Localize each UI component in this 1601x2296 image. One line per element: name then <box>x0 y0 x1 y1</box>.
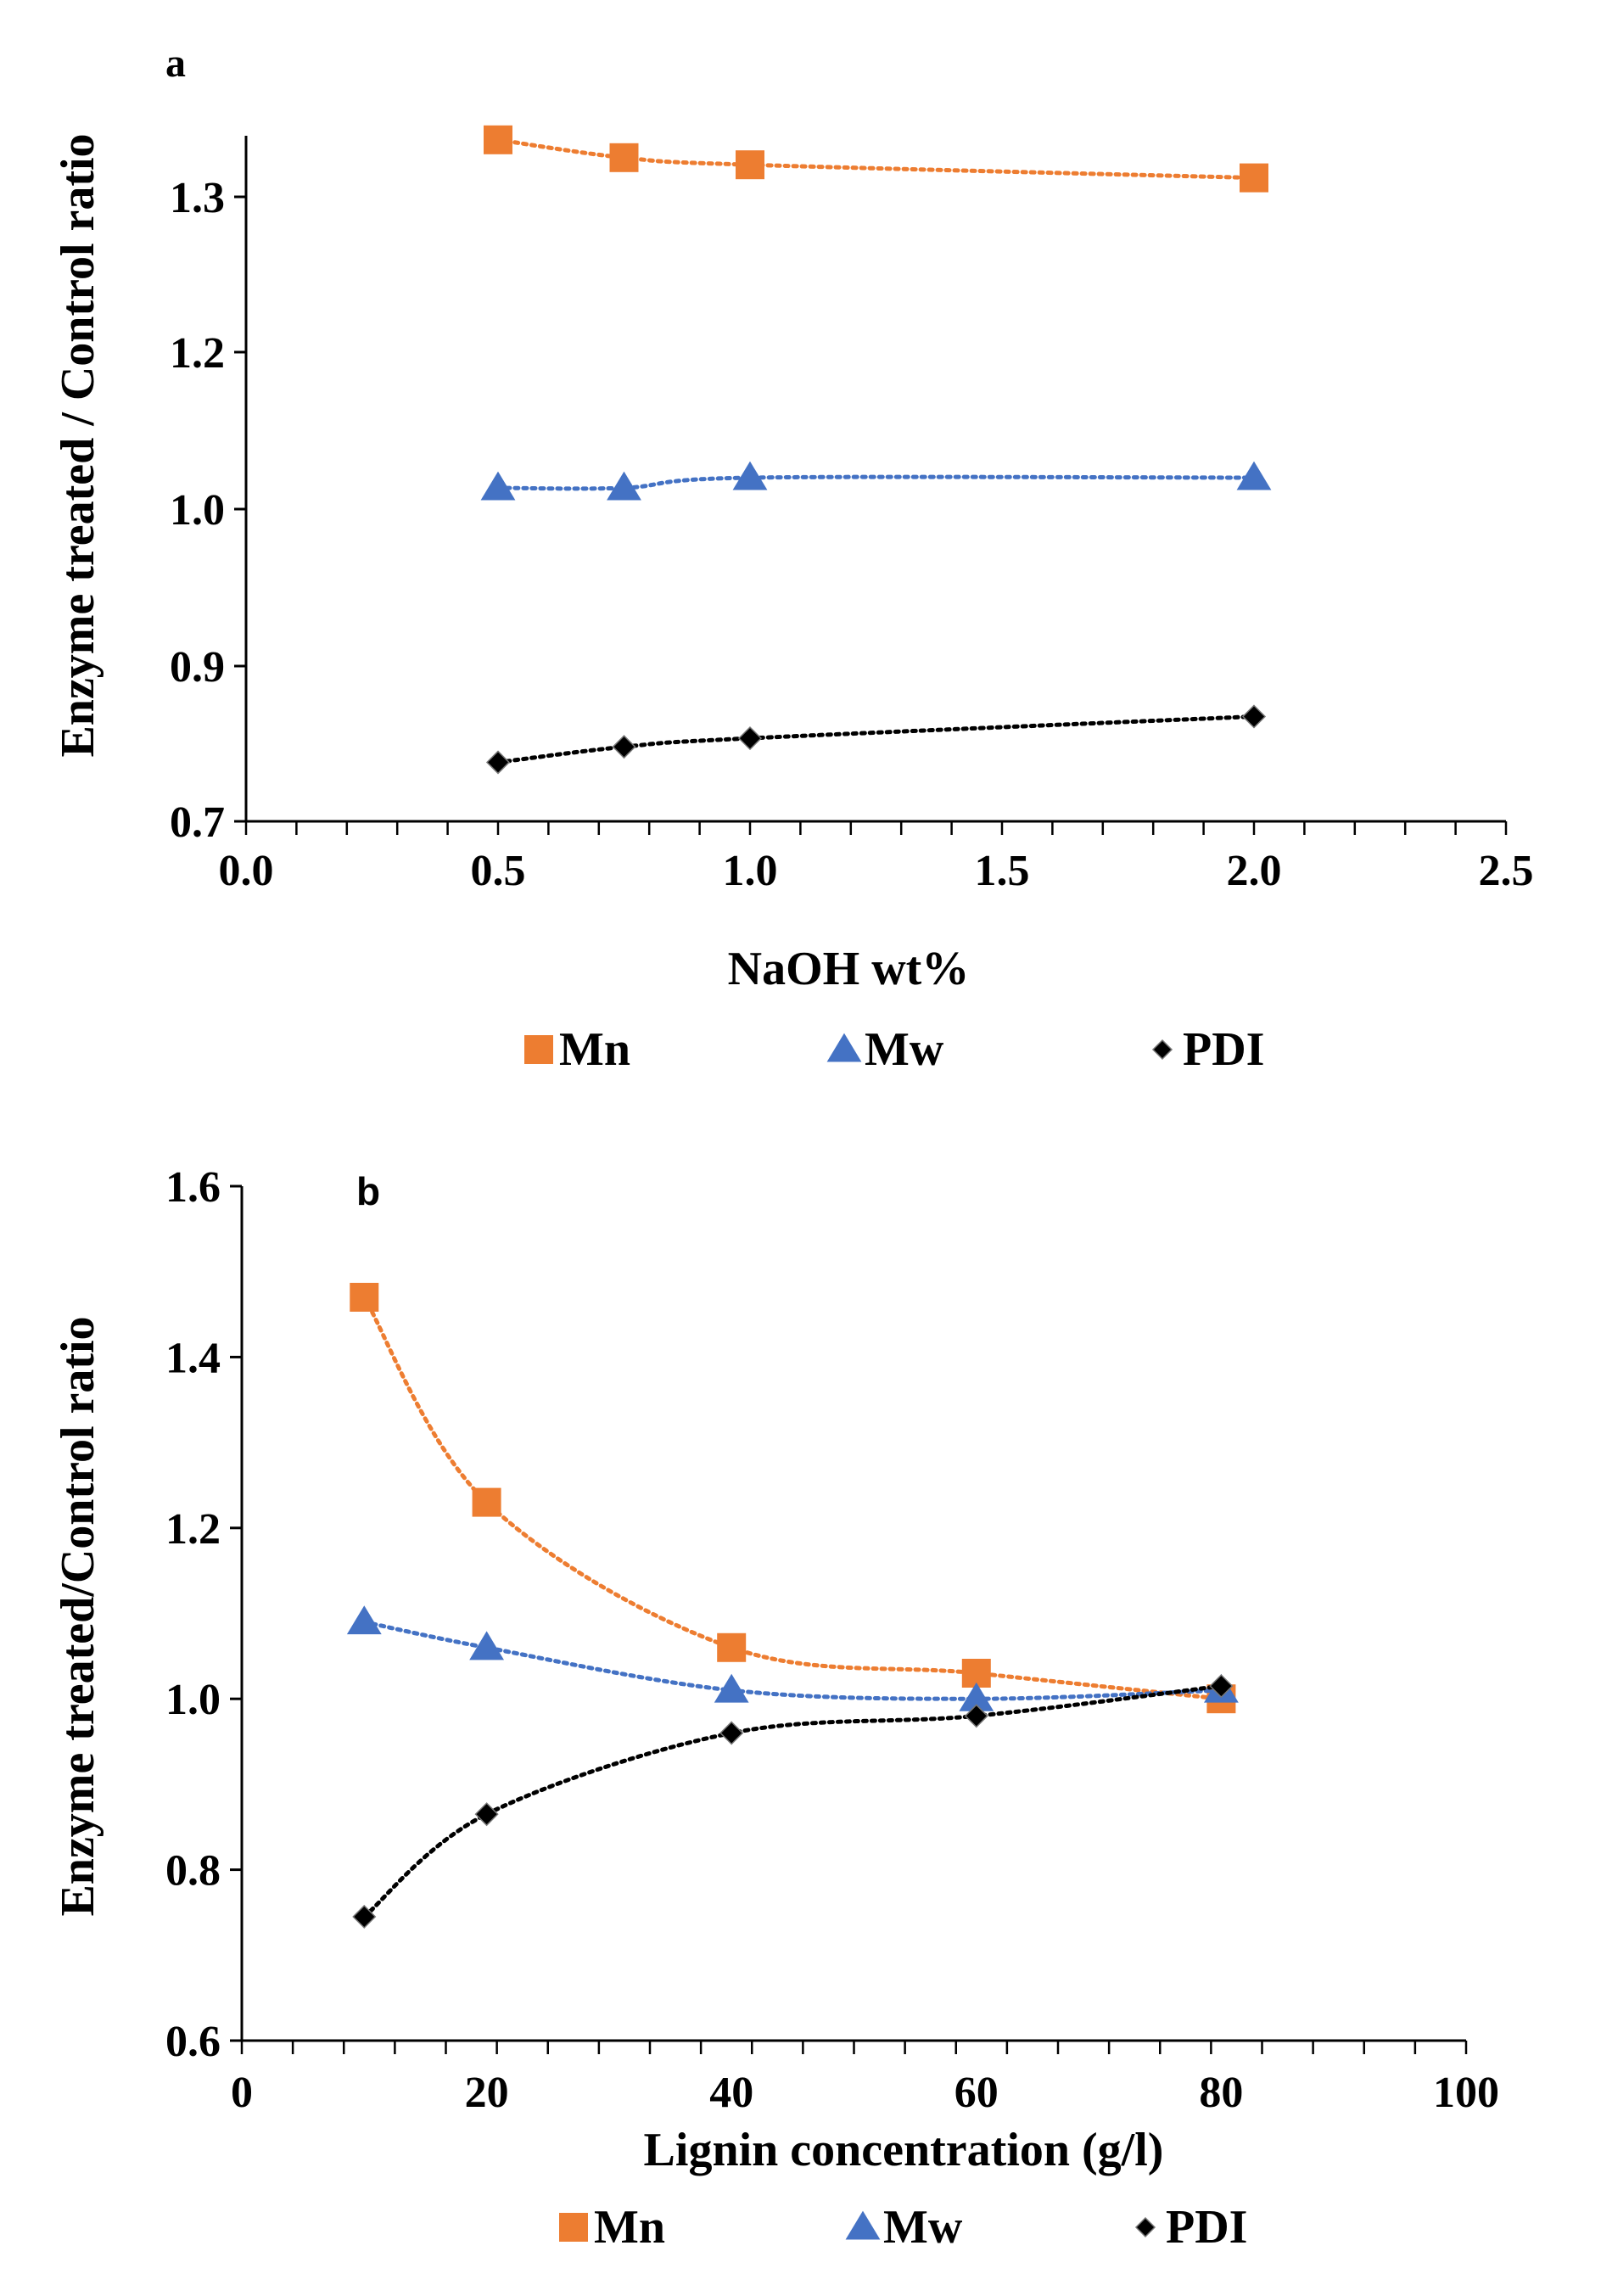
a-y-tick-label: 1.3 <box>170 174 225 222</box>
a-legend-symbol-mw <box>826 1033 862 1062</box>
b-legend-label-mn: Mn <box>594 2201 665 2254</box>
legend-a: Mn Mw PDI <box>524 1023 1264 1076</box>
b-x-tick-label: 0 <box>231 2069 253 2117</box>
b-point-mw <box>469 1631 504 1660</box>
a-point-mn <box>1240 163 1268 193</box>
chart-panel-a: a Enzyme treated / Control ratio NaOH wt… <box>52 41 1534 1076</box>
b-x-tick-label: 40 <box>709 2069 753 2117</box>
a-point-mw <box>732 461 768 490</box>
a-y-tick-label: 1.2 <box>170 329 225 378</box>
b-y-tick-label: 1.0 <box>165 1676 221 1724</box>
b-point-mw <box>959 1682 994 1711</box>
a-point-pdi <box>1241 704 1267 729</box>
a-point-pdi <box>485 750 511 775</box>
a-point-mw <box>480 471 516 501</box>
b-point-pdi <box>719 1721 744 1745</box>
a-series-line-mw <box>495 474 1257 491</box>
b-y-tick-label: 1.2 <box>165 1505 221 1554</box>
b-point-pdi <box>964 1704 988 1728</box>
a-point-mn <box>484 125 512 154</box>
b-point-mn <box>717 1632 747 1662</box>
a-series-line-mn <box>495 137 1257 181</box>
a-x-tick-label: 2.5 <box>1479 847 1534 895</box>
a-point-mn <box>609 143 639 172</box>
b-y-tick-label: 1.4 <box>165 1334 221 1382</box>
b-legend-symbol-pdi <box>1134 2216 1156 2238</box>
a-point-mn <box>736 150 764 180</box>
a-legend-symbol-pdi <box>1151 1039 1173 1061</box>
a-legend-symbol-mn <box>524 1035 553 1064</box>
a-point-pdi <box>612 735 636 759</box>
x-axis-title-a: NaOH wt% <box>728 943 970 995</box>
a-x-tick-label: 0.0 <box>219 847 274 895</box>
b-point-mw <box>714 1673 749 1703</box>
b-y-tick-label: 0.8 <box>165 1847 221 1896</box>
b-legend-symbol-mn <box>559 2213 588 2242</box>
b-x-tick-label: 20 <box>465 2069 509 2117</box>
b-legend-label-mw: Mw <box>883 2201 963 2254</box>
b-point-pdi <box>1209 1674 1234 1699</box>
a-point-mw <box>1236 461 1272 490</box>
b-legend-label-pdi: PDI <box>1166 2201 1247 2254</box>
a-point-pdi <box>737 726 763 751</box>
b-x-tick-label: 100 <box>1433 2069 1499 2117</box>
a-y-tick-label: 1.0 <box>170 486 225 535</box>
b-y-tick-label: 0.6 <box>165 2018 221 2066</box>
b-series-line-pdi <box>361 1683 1223 1919</box>
a-x-tick-label: 1.0 <box>723 847 778 895</box>
b-point-pdi <box>352 1904 377 1929</box>
b-point-mw <box>346 1605 382 1635</box>
x-axis-title-b: Lignin concentration (g/l) <box>644 2124 1164 2176</box>
panel-label-b: b <box>356 1169 380 1213</box>
a-x-tick-label: 1.5 <box>975 847 1030 895</box>
b-x-tick-label: 60 <box>954 2069 999 2117</box>
a-x-tick-label: 2.0 <box>1227 847 1282 895</box>
a-y-tick-label: 0.9 <box>170 643 225 692</box>
a-x-tick-label: 0.5 <box>471 847 526 895</box>
b-point-mn <box>350 1282 379 1312</box>
chart-panel-b: b Enzyme treated/Control ratio Lignin co… <box>52 1163 1499 2254</box>
b-series-line-mw <box>361 1620 1223 1701</box>
b-y-tick-label: 1.6 <box>165 1163 221 1212</box>
legend-b: Mn Mw PDI <box>559 2201 1247 2254</box>
b-x-tick-label: 80 <box>1199 2069 1243 2117</box>
b-point-mn <box>472 1487 501 1517</box>
y-axis-title-b: Enzyme treated/Control ratio <box>52 1316 104 1916</box>
a-legend-label-mw: Mw <box>865 1023 944 1076</box>
a-y-tick-label: 0.7 <box>170 798 225 847</box>
a-legend-label-mn: Mn <box>559 1023 630 1076</box>
a-legend-label-pdi: PDI <box>1183 1023 1264 1076</box>
y-axis-title-a: Enzyme treated / Control ratio <box>52 133 104 757</box>
a-point-mw <box>607 471 641 501</box>
b-legend-symbol-mw <box>845 2210 881 2240</box>
panel-label-a: a <box>165 41 186 86</box>
a-series-line-pdi <box>495 714 1257 764</box>
b-point-pdi <box>474 1802 499 1827</box>
